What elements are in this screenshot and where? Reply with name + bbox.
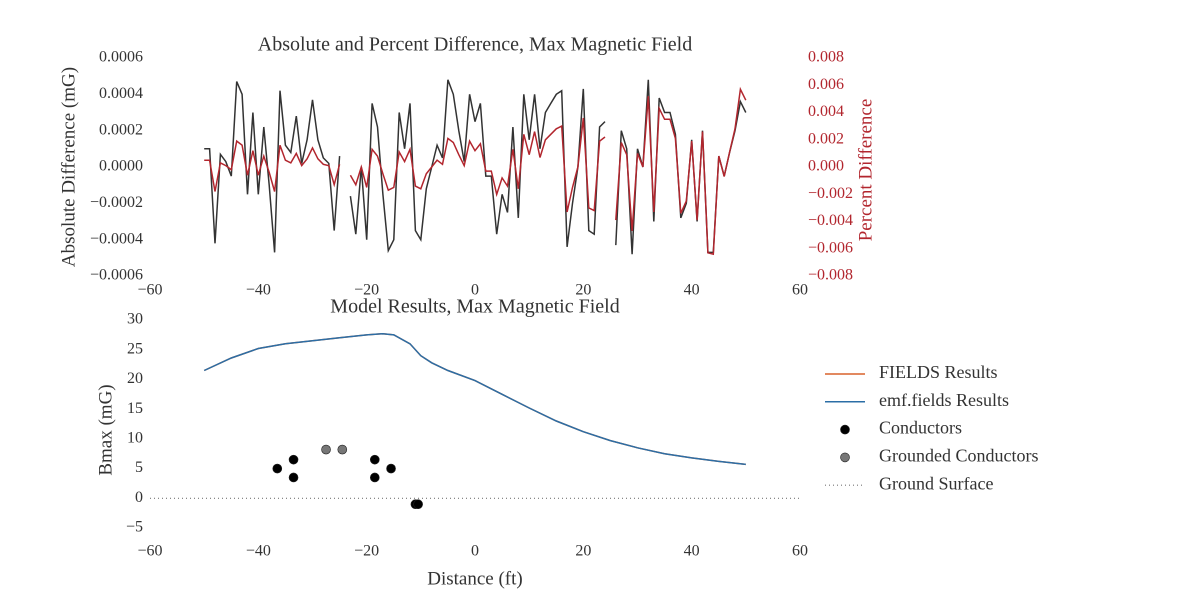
y2-tick-label: 0.000 xyxy=(808,158,844,175)
x-tick-label: 40 xyxy=(684,282,700,299)
chart-title: Absolute and Percent Difference, Max Mag… xyxy=(258,34,693,56)
legend-symbol xyxy=(840,452,850,463)
legend-label: FIELDS Results xyxy=(879,362,998,382)
chart-title: Model Results, Max Magnetic Field xyxy=(330,296,619,318)
legend-label: Ground Surface xyxy=(879,473,993,493)
y-tick-label: −5 xyxy=(126,519,143,536)
marker xyxy=(272,463,283,474)
y-tick-label: 20 xyxy=(127,370,143,387)
y-tick-label: 5 xyxy=(135,459,143,476)
x-tick-label: 60 xyxy=(792,543,808,560)
y-tick-label: 0.0002 xyxy=(99,121,143,138)
y2-tick-label: 0.006 xyxy=(808,76,844,93)
y-axis-label: Absolute Difference (mG) xyxy=(58,67,79,267)
marker xyxy=(413,499,423,510)
y2-tick-label: −0.002 xyxy=(808,185,853,202)
y-tick-label: 15 xyxy=(127,400,143,417)
y-tick-label: 0.0004 xyxy=(99,85,143,102)
legend-label: Conductors xyxy=(879,418,962,438)
x-tick-label: −40 xyxy=(246,543,271,560)
marker xyxy=(288,454,299,465)
x-tick-label: −40 xyxy=(246,282,271,299)
x-tick-label: 20 xyxy=(575,543,591,560)
y2-tick-label: 0.002 xyxy=(808,130,844,147)
x-tick-label: −20 xyxy=(354,543,379,560)
y2-tick-label: −0.004 xyxy=(808,212,853,229)
marker xyxy=(386,463,396,474)
x-tick-label: −60 xyxy=(137,543,162,560)
y-tick-label: −0.0004 xyxy=(90,230,143,247)
marker xyxy=(337,444,348,455)
x-tick-label: 20 xyxy=(575,282,591,299)
x-tick-label: 40 xyxy=(684,543,700,560)
y-tick-label: 30 xyxy=(127,311,143,328)
legend-label: emf.fields Results xyxy=(879,390,1009,410)
y-tick-label: 0.0006 xyxy=(99,49,143,66)
data-line xyxy=(204,79,747,255)
legend-label: Grounded Conductors xyxy=(879,446,1038,466)
marker xyxy=(321,444,331,455)
y2-tick-label: 0.004 xyxy=(808,103,844,120)
x-tick-label: 0 xyxy=(471,543,479,560)
x-axis-label: Distance (ft) xyxy=(427,568,522,589)
x-tick-label: 60 xyxy=(792,282,808,299)
y2-tick-label: −0.006 xyxy=(808,239,853,256)
y-tick-label: −0.0006 xyxy=(90,267,143,284)
y-tick-label: −0.0002 xyxy=(90,194,143,211)
marker xyxy=(369,472,380,483)
x-tick-label: −60 xyxy=(137,282,162,299)
y2-axis-label: Percent Difference xyxy=(855,99,876,242)
x-tick-label: 0 xyxy=(471,282,479,299)
y-tick-label: 0.0000 xyxy=(99,158,143,175)
x-tick-label: −20 xyxy=(354,282,379,299)
y2-tick-label: 0.008 xyxy=(808,49,844,66)
y-tick-label: 25 xyxy=(127,340,143,357)
data-line xyxy=(203,332,746,466)
legend-symbol xyxy=(840,424,850,435)
y-tick-label: 10 xyxy=(127,430,143,447)
data-line xyxy=(203,332,746,466)
y-tick-label: 0 xyxy=(135,489,143,506)
marker xyxy=(369,454,380,465)
marker xyxy=(288,472,299,483)
y2-tick-label: −0.008 xyxy=(808,267,853,284)
y-axis-label: Bmax (mG) xyxy=(95,384,116,475)
data-line xyxy=(204,86,747,256)
